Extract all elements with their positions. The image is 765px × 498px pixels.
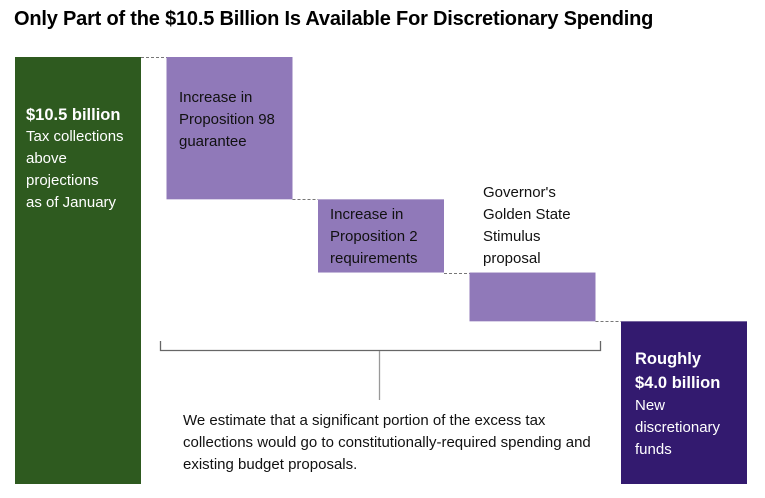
label-line: New <box>635 397 666 414</box>
label-line: Proposition 2 <box>330 228 418 245</box>
label-line: requirements <box>330 250 418 267</box>
bracket <box>159 341 602 400</box>
label-line: guarantee <box>179 133 247 150</box>
label-line: Golden State <box>483 206 571 223</box>
bar-start <box>15 57 141 484</box>
label-prop98: Increase in Proposition 98 guarantee <box>179 87 275 153</box>
label-prop2: Increase in Proposition 2 requirements <box>330 204 418 270</box>
label-start: $10.5 billion Tax collections above proj… <box>26 104 124 214</box>
bar-remaining <box>621 321 747 484</box>
label-stimulus: Governor's Golden State Stimulus proposa… <box>483 182 571 270</box>
label-line: Stimulus <box>483 228 541 245</box>
label-line: proposal <box>483 250 541 267</box>
label-line: Tax collections <box>26 128 124 145</box>
bar-stimulus <box>469 272 596 322</box>
label-line: as of January <box>26 194 117 211</box>
label-line: above <box>26 150 67 167</box>
label-line: Proposition 98 <box>179 111 275 128</box>
bar-prop98 <box>166 57 293 200</box>
label-remaining: Roughly $4.0 billion New discretionary f… <box>635 347 720 461</box>
label-line: Increase in <box>179 89 253 106</box>
label-remaining-amount: $4.0 billion <box>635 374 721 392</box>
label-line: funds <box>635 441 672 458</box>
label-line: projections <box>26 172 99 189</box>
chart-title: Only Part of the $10.5 Billion Is Availa… <box>14 8 654 30</box>
label-line: Governor's <box>483 184 556 201</box>
label-remaining-head: Roughly <box>635 350 701 368</box>
annotation-text: We estimate that a significant portion o… <box>183 412 591 473</box>
label-line: discretionary <box>635 419 721 436</box>
label-start-head: $10.5 billion <box>26 106 121 124</box>
label-line: Increase in <box>330 206 404 223</box>
bar-prop2 <box>318 199 444 273</box>
